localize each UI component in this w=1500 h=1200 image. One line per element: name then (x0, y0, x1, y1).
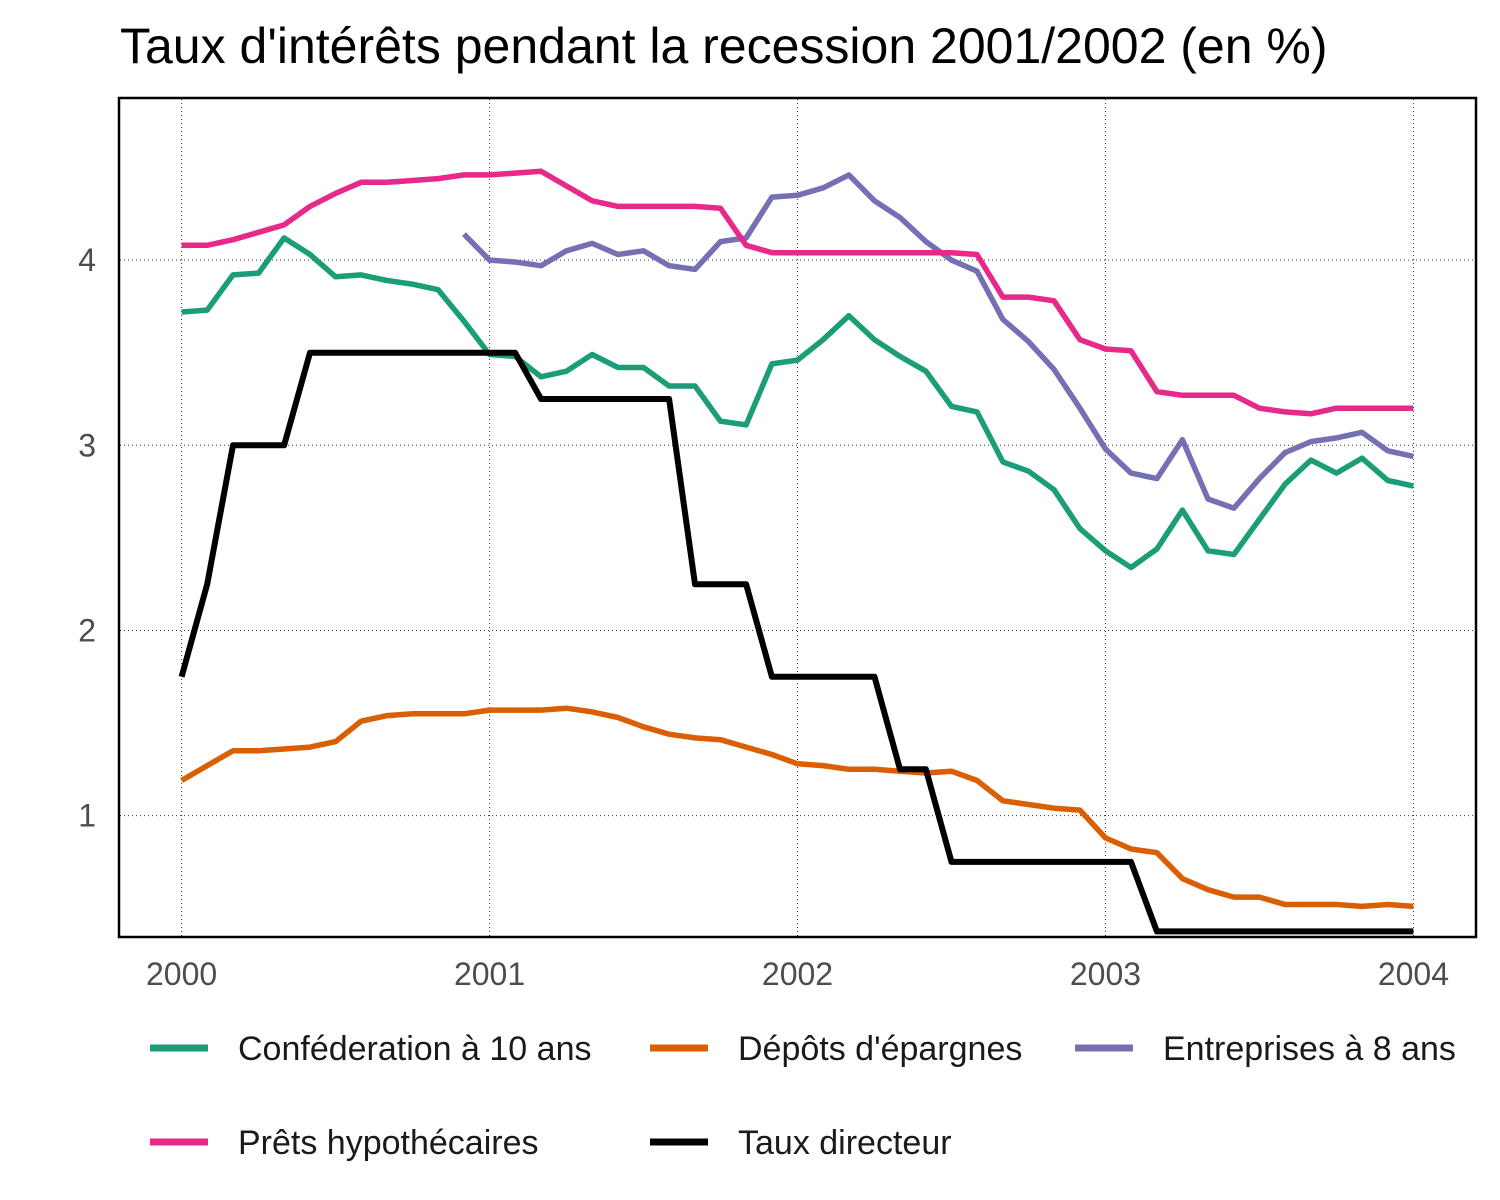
x-tick-label: 2004 (1378, 956, 1449, 992)
y-tick-label: 2 (78, 612, 96, 648)
series-line-depots-d-epargnes (180, 705, 1414, 910)
legend-item: Prêts hypothécaires (150, 1124, 539, 1162)
plot-frame (117, 96, 1478, 939)
legend-item: Entreprises à 8 ans (1075, 1030, 1456, 1068)
x-tick-label: 2002 (762, 956, 833, 992)
series-line-taux-directeur (178, 349, 1414, 935)
legend: Conféderation à 10 ans Dépôts d'épargnes E… (150, 1030, 1456, 1162)
series-line-entreprises-a-8-ans (462, 172, 1414, 511)
legend-label: Taux directeur (738, 1124, 952, 1162)
chart-title: Taux d'intérêts pendant la recession 200… (120, 18, 1328, 74)
series-lines (178, 168, 1414, 935)
axis-ticks: 2000 2001 2002 2003 2004 1 2 3 4 (78, 242, 1449, 992)
gridlines (120, 99, 1475, 936)
y-tick-label: 3 (78, 427, 96, 463)
series-line-confederation-a-10-ans (181, 235, 1414, 571)
x-tick-label: 2003 (1070, 956, 1141, 992)
legend-label: Conféderation à 10 ans (238, 1030, 591, 1068)
x-tick-label: 2000 (146, 956, 217, 992)
legend-item: Conféderation à 10 ans (150, 1030, 591, 1068)
legend-label: Entreprises à 8 ans (1163, 1030, 1456, 1068)
legend-label: Prêts hypothécaires (238, 1124, 539, 1162)
y-tick-label: 1 (78, 798, 96, 834)
y-tick-label: 4 (78, 242, 96, 278)
legend-item: Dépôts d'épargnes (650, 1030, 1022, 1068)
series-line-prets-hypothecaires (181, 168, 1414, 417)
legend-item: Taux directeur (650, 1124, 952, 1162)
x-tick-label: 2001 (454, 956, 525, 992)
legend-label: Dépôts d'épargnes (738, 1030, 1022, 1068)
